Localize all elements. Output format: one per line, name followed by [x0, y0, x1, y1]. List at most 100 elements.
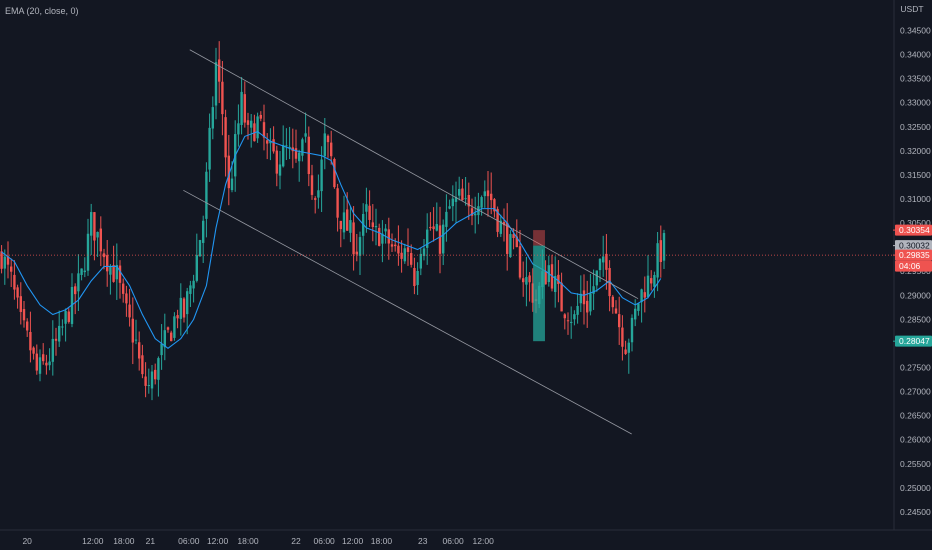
candle-body — [486, 190, 490, 197]
time-tick-label: 06:00 — [442, 536, 464, 546]
price-tick-label: 0.34500 — [900, 25, 931, 35]
candle-body — [458, 189, 461, 196]
ema-line — [1, 130, 662, 349]
candle-body — [182, 298, 186, 318]
price-tick-label: 0.34000 — [900, 50, 931, 60]
stop-loss-zone[interactable] — [533, 230, 545, 246]
candle-body — [77, 273, 80, 292]
candle-body — [307, 136, 310, 175]
candle-body — [272, 139, 275, 152]
candle-body — [134, 339, 138, 341]
candle-body — [166, 327, 170, 330]
candle-body — [144, 376, 147, 386]
candle-body — [650, 278, 653, 284]
candle-body — [275, 150, 278, 174]
candle-body — [566, 320, 570, 322]
quote-currency-label: USDT — [900, 4, 923, 14]
candle-body — [490, 193, 493, 201]
candle-body — [410, 253, 413, 265]
candle-body — [397, 245, 400, 254]
candle-body — [342, 212, 346, 233]
candle-body — [262, 122, 266, 138]
candle-body — [384, 228, 387, 232]
candle-body — [349, 220, 352, 233]
price-tick-label: 0.32000 — [900, 146, 931, 156]
candle-body — [346, 209, 349, 231]
candle-body — [448, 206, 451, 209]
candle-body — [310, 175, 314, 195]
candle-body — [102, 253, 106, 258]
candle-body — [368, 205, 371, 220]
candle-body — [246, 120, 250, 125]
candle-body — [99, 228, 102, 252]
candle-body — [640, 289, 643, 303]
candle-body — [355, 251, 358, 255]
position-layer[interactable] — [533, 230, 545, 342]
candle-body — [352, 222, 355, 255]
candle-body — [493, 199, 496, 212]
candle-body — [80, 268, 83, 275]
candle-body — [285, 145, 288, 147]
candle-body — [195, 255, 198, 281]
price-tag-label: 0.28047 — [899, 336, 930, 346]
price-tick-label: 0.25500 — [900, 459, 931, 469]
candle-body — [301, 139, 304, 156]
candle-body — [93, 212, 96, 241]
candle-body — [656, 243, 659, 278]
candle-body — [35, 353, 38, 371]
channel-lower-line[interactable] — [183, 189, 632, 435]
candle-body — [502, 222, 506, 226]
candle-body — [90, 212, 93, 236]
price-tag-notch — [893, 245, 896, 247]
candle-body — [160, 343, 163, 356]
candle-body — [176, 315, 179, 319]
time-tick-label: 18:00 — [113, 536, 135, 546]
candle-body — [509, 234, 512, 258]
candle-body — [630, 317, 634, 343]
candle-body — [570, 321, 573, 323]
candle-body — [662, 233, 666, 261]
candle-body — [602, 256, 605, 263]
candle-body — [42, 354, 45, 362]
price-tag-notch — [893, 229, 896, 231]
time-axis[interactable]: 20 12:00 18:00 21 06:00 12:00 18:00 22 06:00 12:0… — [22, 536, 494, 546]
price-tag-label: 0.30354 — [899, 225, 930, 235]
candle-body — [115, 264, 118, 280]
candle-body — [470, 208, 474, 216]
time-tick-label: 12:00 — [82, 536, 104, 546]
price-tick-label: 0.31000 — [900, 194, 931, 204]
take-profit-zone[interactable] — [533, 245, 545, 342]
candle-body — [381, 233, 384, 244]
price-tag-bg — [895, 249, 932, 261]
candle-body — [118, 265, 122, 283]
candle-body — [51, 338, 54, 362]
candle-body — [32, 347, 35, 354]
price-tag-label: 04:06 — [899, 261, 921, 271]
candle-body — [659, 240, 662, 263]
ema-layer — [1, 130, 662, 349]
candle-body — [131, 318, 134, 343]
candle-body — [400, 252, 403, 259]
candle-body — [304, 133, 307, 137]
indicator-legend[interactable]: EMA (20, close, 0) — [5, 6, 79, 16]
candle-body — [480, 197, 483, 208]
candle-body — [278, 164, 282, 176]
channel-upper-line[interactable] — [189, 49, 639, 300]
candle-body — [634, 308, 637, 320]
candle-body — [288, 146, 291, 149]
candle-body — [512, 234, 515, 239]
candle-body — [208, 127, 211, 170]
candle-body — [573, 314, 576, 320]
candle-body — [576, 305, 579, 315]
price-tick-label: 0.31500 — [900, 170, 931, 180]
candle-body — [294, 148, 298, 159]
candle-body — [387, 229, 390, 244]
candle-body — [45, 362, 48, 366]
candle-body — [371, 222, 374, 228]
candle-body — [170, 332, 173, 342]
candle-body — [112, 265, 115, 282]
candle-body — [416, 270, 419, 286]
time-tick-label: 12:00 — [473, 536, 495, 546]
candle-body — [163, 330, 166, 348]
